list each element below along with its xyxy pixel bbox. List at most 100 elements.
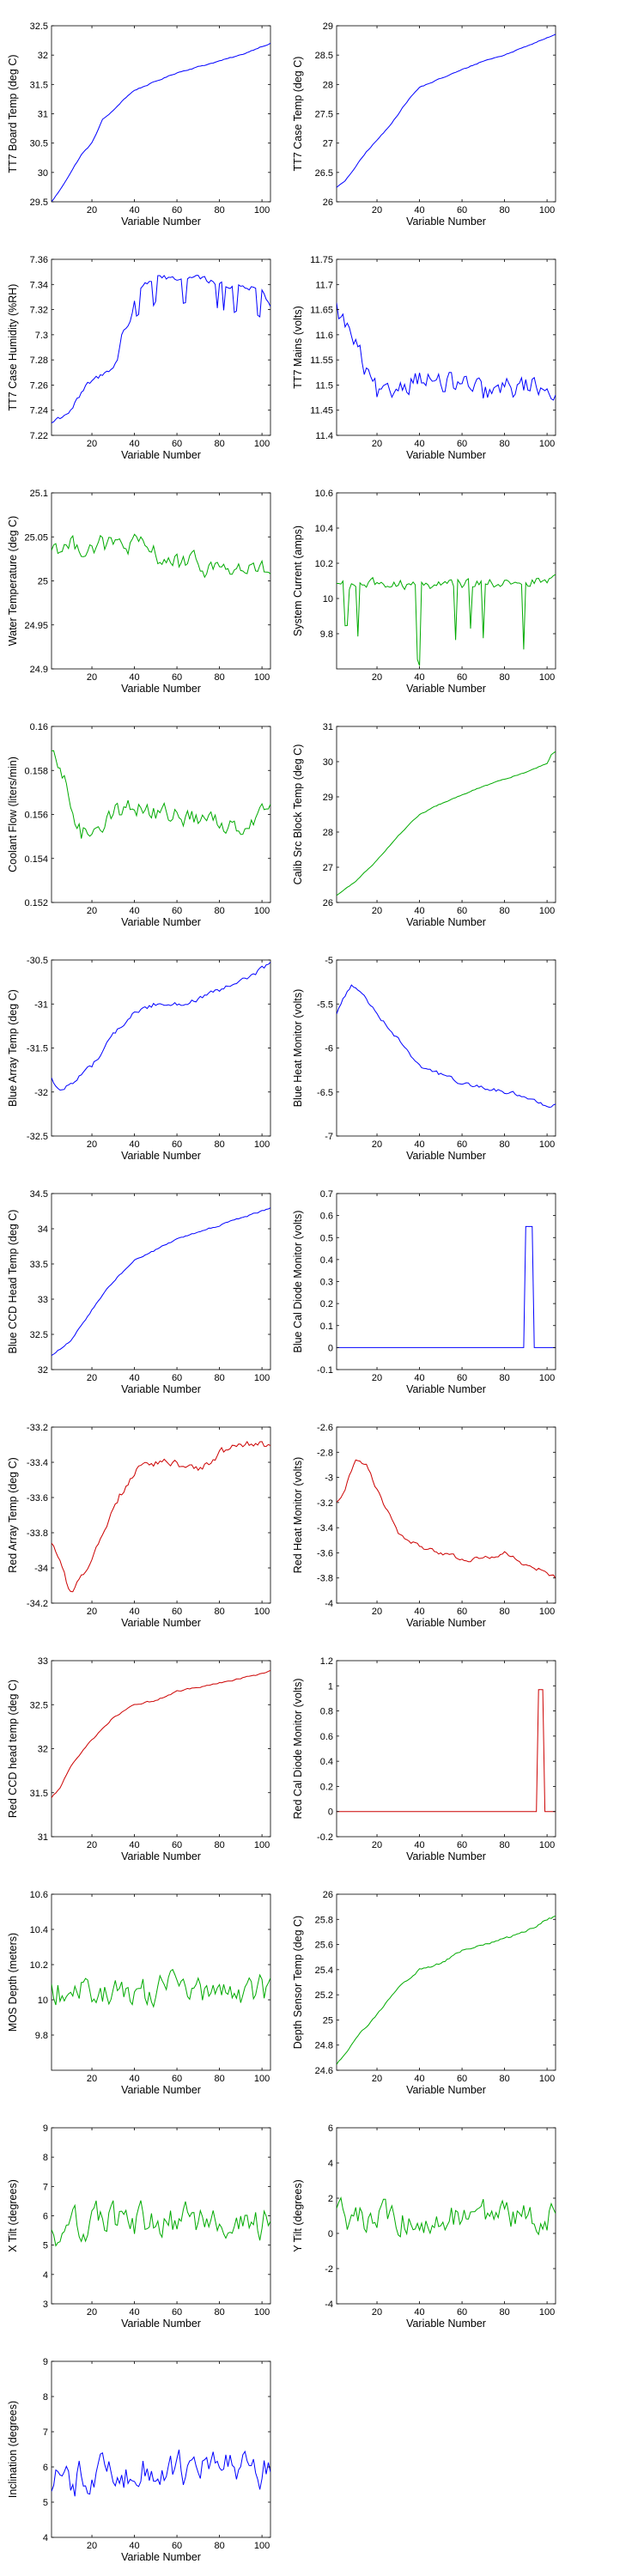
y-tick-label: 29 bbox=[323, 21, 333, 32]
x-tick-label: 40 bbox=[129, 1840, 139, 1850]
x-tick-label: 100 bbox=[254, 1607, 270, 1617]
x-tick-label: 20 bbox=[87, 1373, 97, 1383]
x-tick-label: 100 bbox=[539, 2074, 555, 2084]
y-tick-label: -30.5 bbox=[27, 956, 48, 966]
y-tick-label: 7.28 bbox=[30, 355, 48, 366]
y-tick-label: 24.95 bbox=[24, 621, 48, 631]
x-tick-label: 20 bbox=[87, 906, 97, 916]
x-tick-label: 60 bbox=[172, 1840, 182, 1850]
x-axis-title: Variable Number bbox=[406, 916, 486, 928]
x-axis-title: Variable Number bbox=[406, 2318, 486, 2330]
x-axis-title: Variable Number bbox=[406, 683, 486, 695]
x-tick-label: 80 bbox=[214, 672, 224, 683]
y-tick-label: 7.26 bbox=[30, 380, 48, 391]
x-tick-label: 80 bbox=[499, 439, 509, 449]
y-tick-label: -5.5 bbox=[317, 999, 333, 1010]
y-tick-label: 11.45 bbox=[310, 406, 333, 416]
y-tick-label: 9 bbox=[43, 2123, 48, 2134]
x-tick-label: 80 bbox=[214, 439, 224, 449]
series-line bbox=[52, 2200, 270, 2247]
y-tick-label: 0.2 bbox=[320, 1299, 333, 1309]
y-tick-label: 0.6 bbox=[320, 1732, 333, 1742]
x-tick-label: 40 bbox=[414, 672, 424, 683]
y-axis-title: Depth Sensor Temp (deg C) bbox=[292, 1916, 304, 2049]
y-axis-title: Red Heat Monitor (volts) bbox=[292, 1457, 304, 1573]
y-axis-title: Blue Array Temp (deg C) bbox=[7, 989, 19, 1107]
series-line bbox=[337, 1225, 556, 1348]
series-line bbox=[52, 1207, 270, 1357]
plot-frame bbox=[51, 25, 271, 203]
x-tick-label: 80 bbox=[499, 672, 509, 683]
y-tick-label: 10.4 bbox=[30, 1925, 48, 1935]
y-tick-label: 28 bbox=[323, 80, 333, 90]
y-tick-label: -2.6 bbox=[317, 1423, 333, 1433]
y-tick-label: 3 bbox=[43, 2300, 48, 2310]
x-tick-label: 80 bbox=[499, 1373, 509, 1383]
series-line bbox=[52, 2449, 270, 2497]
y-tick-label: 24.8 bbox=[315, 2041, 333, 2051]
x-axis-title: Variable Number bbox=[406, 2084, 486, 2096]
y-tick-label: 26 bbox=[323, 898, 333, 908]
y-tick-label: 26 bbox=[323, 1890, 333, 1900]
y-tick-label: 4 bbox=[43, 2533, 48, 2543]
y-tick-label: 0.158 bbox=[24, 766, 48, 776]
y-tick-label: 29.5 bbox=[30, 197, 48, 208]
y-tick-label: 0 bbox=[328, 1807, 333, 1818]
y-tick-label: 27 bbox=[323, 863, 333, 873]
x-tick-label: 20 bbox=[87, 2074, 97, 2084]
y-tick-label: 11.5 bbox=[315, 380, 333, 391]
series-line bbox=[337, 574, 556, 666]
x-tick-label: 80 bbox=[214, 1139, 224, 1150]
x-tick-label: 40 bbox=[414, 2307, 424, 2318]
y-tick-label: 31.5 bbox=[30, 1789, 48, 1799]
plot-frame bbox=[51, 726, 271, 903]
y-tick-label: -3.2 bbox=[317, 1498, 333, 1509]
x-tick-label: 60 bbox=[457, 439, 467, 449]
y-tick-label: 0.2 bbox=[320, 1782, 333, 1792]
y-tick-label: 0.4 bbox=[320, 1255, 333, 1266]
x-tick-label: 60 bbox=[172, 205, 182, 216]
x-tick-label: 80 bbox=[214, 1840, 224, 1850]
chart-svg: 20 40 60 80 100 24.6 24.8 25 25.2 25.4 25.6 25.8 26 V… bbox=[292, 1890, 556, 2096]
x-tick-label: 60 bbox=[457, 205, 467, 216]
y-tick-label: 7 bbox=[43, 2182, 48, 2192]
y-tick-label: 0.7 bbox=[320, 1189, 333, 1200]
y-tick-label: 25 bbox=[38, 577, 48, 587]
chart-panel-12: 20 40 60 80 100 -0.1 0 0.1 0.2 0.3 0.4 0.5 0.6 0.7 Var… bbox=[289, 1185, 573, 1406]
x-tick-label: 100 bbox=[254, 1373, 270, 1383]
y-tick-label: 7.24 bbox=[30, 406, 48, 416]
chart-svg: 20 40 60 80 100 -4 -2 0 2 4 6 Variable Number Y Tilt… bbox=[292, 2123, 556, 2330]
y-tick-label: 11.6 bbox=[315, 331, 333, 341]
y-tick-label: 34.5 bbox=[30, 1189, 48, 1200]
y-axis-title: Red CCD head temp (deg C) bbox=[7, 1680, 19, 1818]
y-tick-label: -32 bbox=[34, 1088, 48, 1098]
y-tick-label: 10 bbox=[38, 1996, 48, 2006]
chart-svg: 20 40 60 80 100 -7 -6.5 -6 -5.5 -5 Variable Number… bbox=[292, 956, 556, 1162]
y-tick-label: 6 bbox=[43, 2212, 48, 2222]
plot-frame bbox=[336, 2127, 556, 2305]
x-axis-title: Variable Number bbox=[406, 1383, 486, 1395]
series-line bbox=[337, 302, 556, 401]
y-tick-label: 28.5 bbox=[315, 51, 333, 61]
y-tick-label: 32 bbox=[38, 1745, 48, 1755]
y-tick-label: -3.6 bbox=[317, 1548, 333, 1558]
x-axis-title: Variable Number bbox=[121, 1150, 201, 1162]
y-tick-label: 11.65 bbox=[310, 306, 333, 316]
chart-svg: 20 40 60 80 100 -4 -3.8 -3.6 -3.4 -3.2 -3 -2.8 -2.6 V… bbox=[292, 1423, 556, 1629]
chart-svg: 20 40 60 80 100 9.8 10 10.2 10.4 10.6 Variable Num… bbox=[7, 1890, 271, 2096]
x-tick-label: 100 bbox=[539, 672, 555, 683]
y-tick-label: 7.36 bbox=[30, 255, 48, 265]
plot-frame bbox=[336, 1426, 556, 1604]
x-tick-label: 100 bbox=[539, 205, 555, 216]
chart-panel-18: 20 40 60 80 100 24.6 24.8 25 25.2 25.4 25.6 25.8 26 V… bbox=[289, 1886, 573, 2106]
y-tick-label: 10.6 bbox=[315, 489, 333, 499]
y-tick-label: 33.5 bbox=[30, 1260, 48, 1270]
x-tick-label: 20 bbox=[87, 205, 97, 216]
x-tick-label: 20 bbox=[87, 439, 97, 449]
y-tick-label: -32.5 bbox=[27, 1132, 48, 1142]
y-tick-label: 24.6 bbox=[315, 2066, 333, 2076]
y-tick-label: 8 bbox=[43, 2153, 48, 2163]
series-line bbox=[52, 1968, 270, 2008]
series-line bbox=[52, 42, 270, 202]
y-tick-label: 4 bbox=[328, 2159, 333, 2169]
